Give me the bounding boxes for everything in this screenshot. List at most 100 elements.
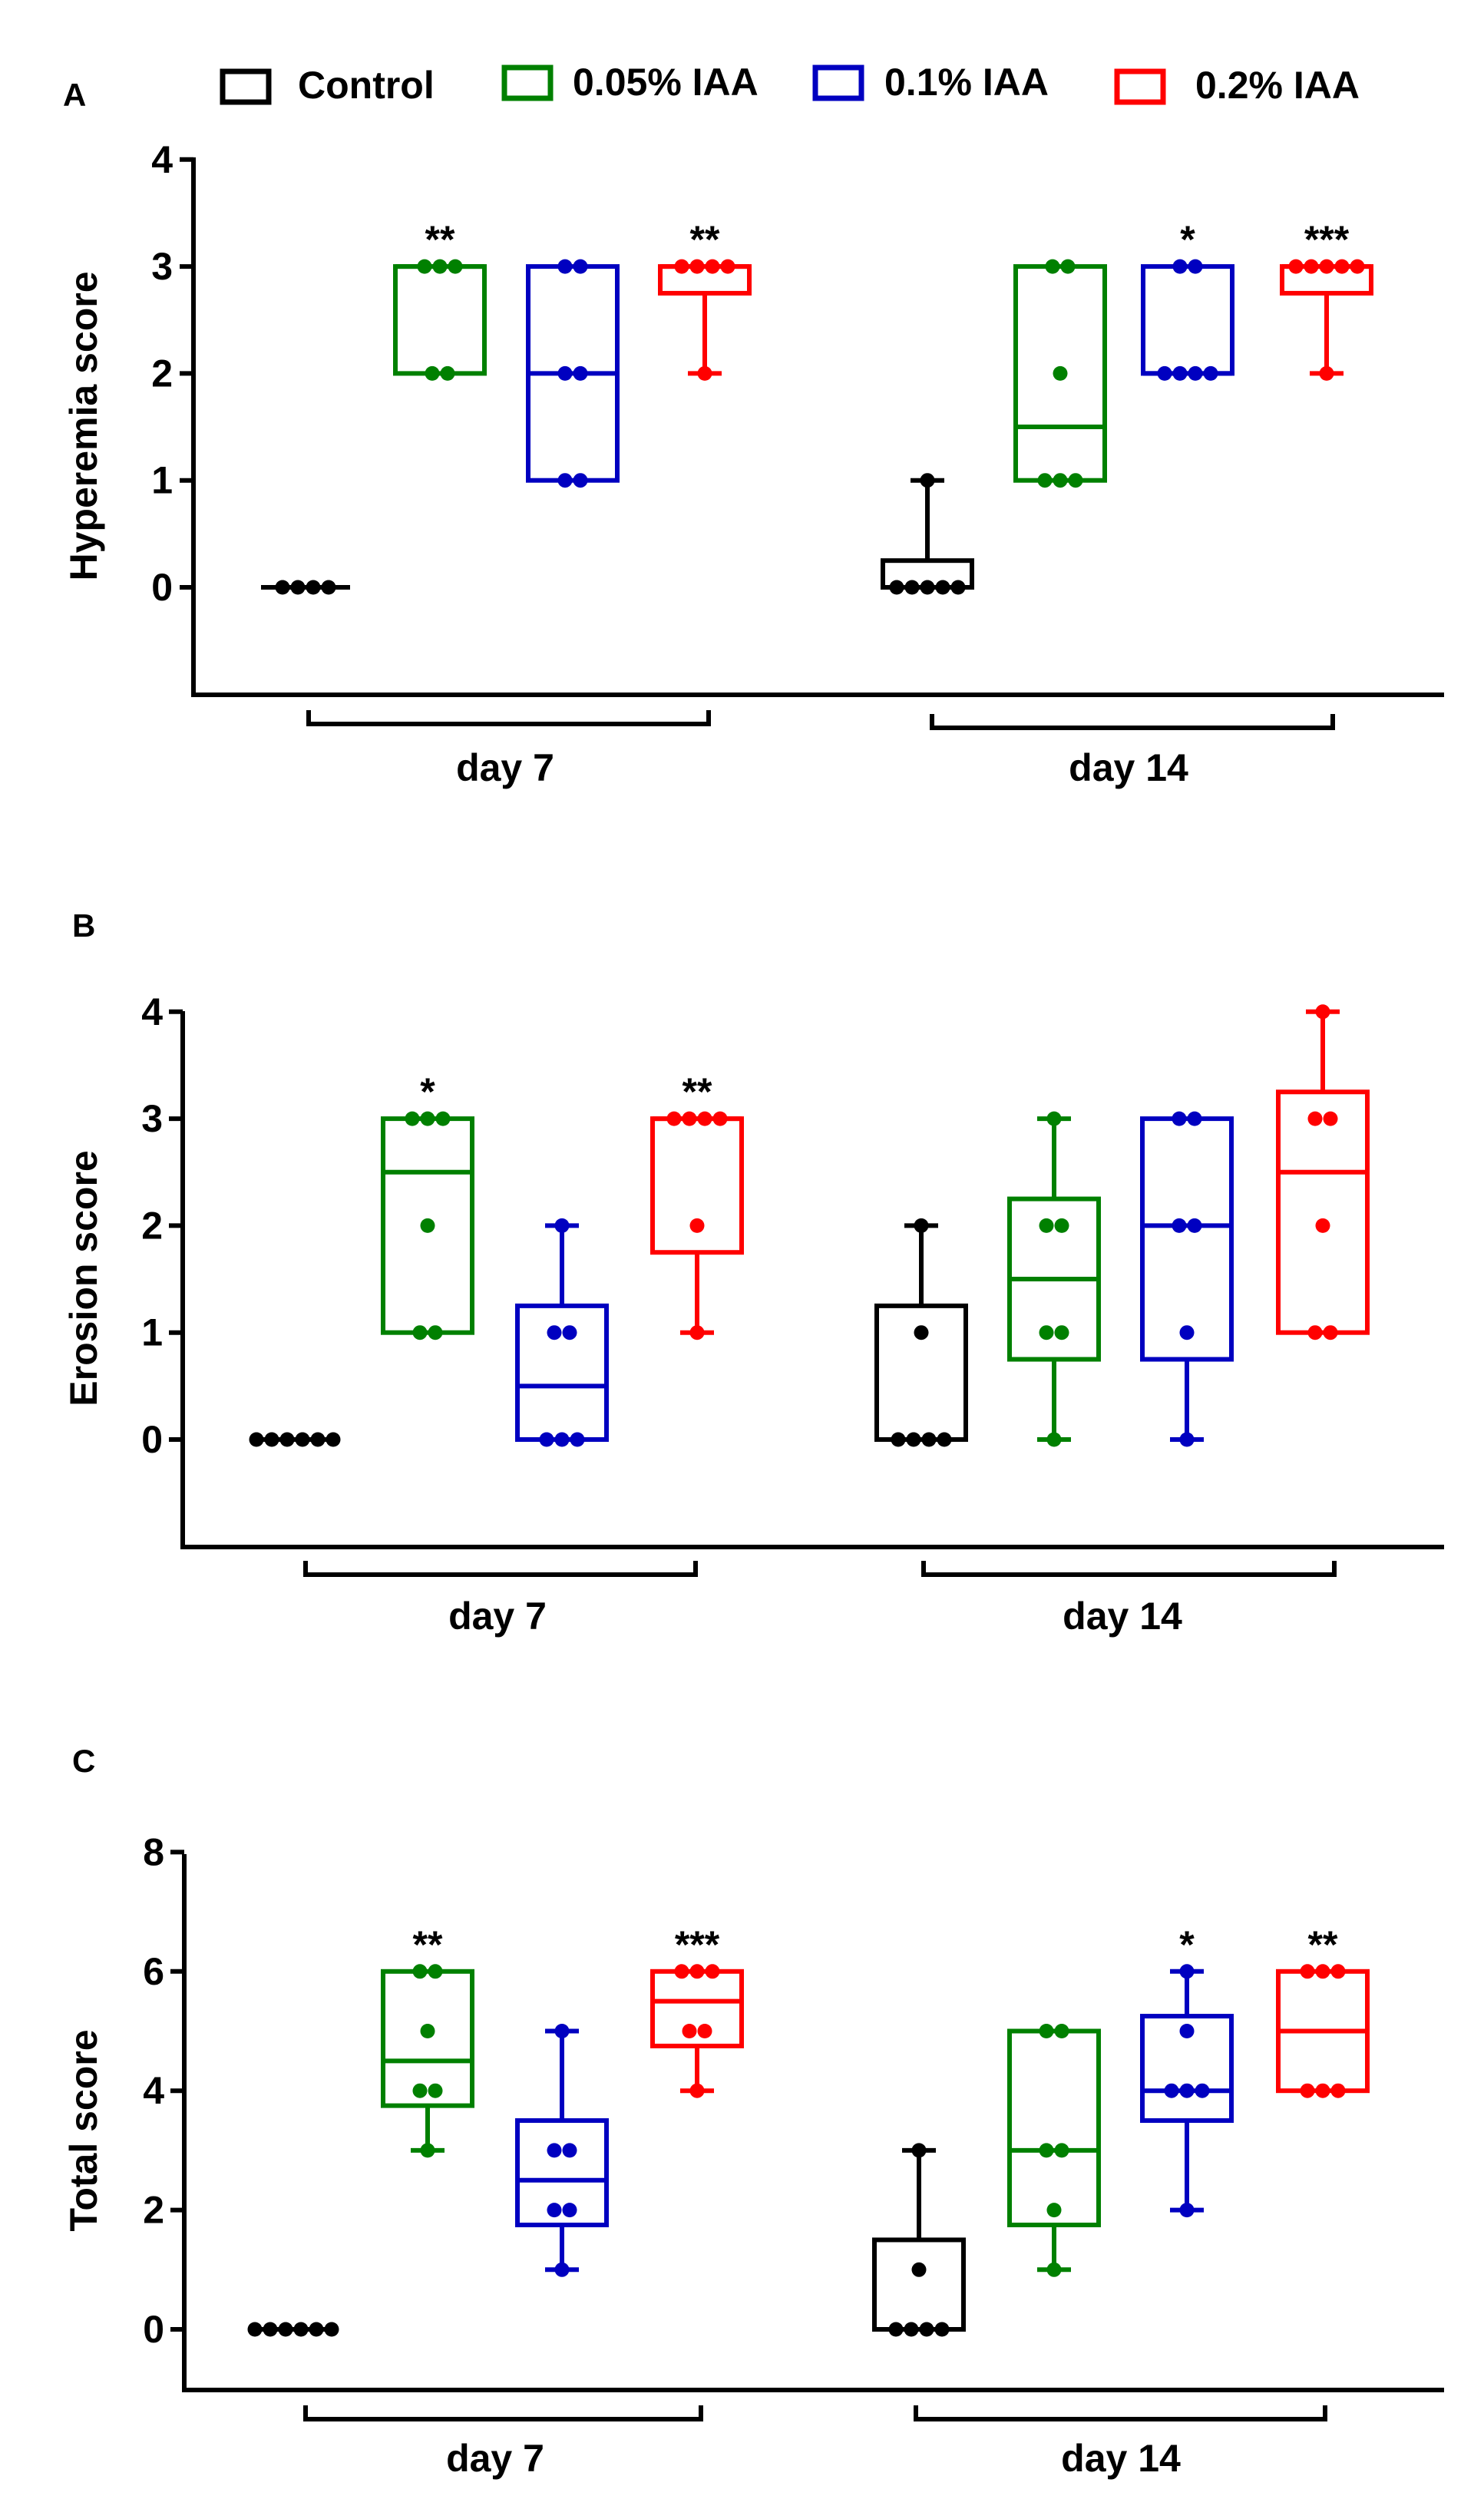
panel-b-box-day-14-0-2-iaa-iqr (1276, 1089, 1370, 1335)
panel-c-box-day-7-0-05-iaa-significance: ** (413, 1923, 443, 1966)
panel-c-box-day-14-control-point (919, 2322, 934, 2337)
panel-c-box-day-7-control-point (263, 2322, 278, 2337)
panel-b-box-day-14-0-2-iaa-point (1323, 1111, 1338, 1126)
panel-b-box-day-7-0-05-iaa-significance: * (420, 1070, 435, 1113)
panel-a-box-day-14-control-point (904, 580, 920, 595)
legend-item-005-iaa: 0.05% IAA (501, 61, 759, 104)
panel-b-box-day-7-0-2-iaa-point (682, 1111, 697, 1126)
panel-b-box-day-7-0-05-iaa-point (405, 1111, 420, 1126)
panel-a-box-day-14-control (881, 473, 974, 595)
panel-a-box-day-7-0-05-iaa-iqr (393, 264, 487, 376)
panel-b-box-day-7-0-1-iaa-point (539, 1432, 554, 1447)
panel-b-y-tick-label-0: 0 (141, 1418, 163, 1461)
panel-b-box-day-7-control-point (249, 1432, 264, 1447)
legend-item-02-iaa: 0.2% IAA (1114, 64, 1360, 107)
panel-b-box-day-14-0-2-iaa-point (1323, 1325, 1338, 1340)
panel-b-box-day-7-0-2-iaa-point (689, 1325, 705, 1340)
panel-a-box-day-14-0-1-iaa-point (1188, 365, 1203, 381)
panel-b-box-day-7-0-1-iaa-iqr (515, 1303, 609, 1442)
panel-b-box-day-7-0-2-iaa-point (666, 1111, 682, 1126)
panel-b-box-day-7-0-05-iaa: * (381, 1070, 474, 1340)
panel-b-box-day-14-0-05-iaa-point (1039, 1218, 1054, 1233)
panel-b-box-day-7-0-05-iaa-point (435, 1111, 451, 1126)
panel-a-y-tick-label-1: 1 (151, 459, 173, 502)
panel-a-box-day-7-0-1-iaa-point (557, 259, 573, 274)
panel-a-box-day-7-0-1-iaa-point (573, 259, 588, 274)
panel-b-y-ticks: 0 1 2 3 4 (141, 990, 183, 1461)
panel-c-brackets: day 7 day 14 (303, 2405, 1327, 2480)
panel-a-box-day-7-0-2-iaa-point (720, 259, 735, 274)
panel-c-y-tick-label-6: 6 (143, 1950, 164, 1993)
panel-a-box-day-7-0-2-iaa-iqr (658, 264, 752, 296)
legend-label-005-iaa: 0.05% IAA (573, 61, 759, 104)
panel-a-box-day-7-0-2-iaa-significance: ** (690, 218, 720, 261)
panel-c-box-day-14-0-2-iaa-point (1315, 2083, 1330, 2098)
panel-a-box-day-14-0-05-iaa (1013, 259, 1107, 488)
panel-a-box-day-14-0-2-iaa-point (1350, 259, 1365, 274)
legend-swatch-02-iaa (1114, 68, 1166, 105)
panel-c-box-day-14-0-05-iaa-point (1054, 2143, 1069, 2158)
panel-a-box-day-7-0-1-iaa-point (573, 473, 588, 488)
panel-a-box-day-7-0-1-iaa-point (557, 473, 573, 488)
panel-b-box-day-7-0-05-iaa-point (420, 1111, 435, 1126)
panel-c-box-day-7-0-1-iaa (515, 2024, 609, 2277)
panel-c-box-day-14-control (872, 2143, 966, 2337)
legend-item-control: Control (220, 64, 435, 107)
panel-a-box-day-14-control-point (920, 580, 935, 595)
panel-c-box-day-7-0-05-iaa-point (428, 1964, 443, 1979)
panel-b-box-day-14-control-point (937, 1432, 952, 1447)
panel-c-box-day-7-control-point (278, 2322, 293, 2337)
panel-b-brackets: day 7 day 14 (303, 1561, 1337, 1638)
panel-a-box-day-7-0-05-iaa-point (432, 259, 448, 274)
panel-c-box-day-7-0-1-iaa-point (554, 2262, 570, 2277)
panel-b-box-day-14-control-point (921, 1432, 937, 1447)
panel-b-box-day-14-0-1-iaa-iqr (1140, 1116, 1234, 1362)
panel-c-group-label-day7: day 7 (446, 2437, 544, 2480)
panel-c-box-day-14-0-1-iaa: * (1140, 1923, 1234, 2218)
panel-b-box-day-14-control-point (891, 1432, 906, 1447)
panel-a-box-day-7-control-point (321, 580, 336, 595)
panel-a-box-day-7-0-2-iaa-point (674, 259, 689, 274)
panel-b-box-day-14-0-2-iaa-point (1307, 1325, 1323, 1340)
panel-a-box-day-7-0-2-iaa: ** (658, 218, 752, 381)
panel-c-box-day-14-0-1-iaa-point (1179, 1964, 1195, 1979)
panel-a-bracket-day7 (306, 710, 711, 726)
panel-c-letter: C (72, 1743, 95, 1779)
panel-a-box-day-7-0-05-iaa-point (417, 259, 432, 274)
panel-c-box-day-7-0-2-iaa-significance: *** (675, 1923, 720, 1966)
panel-a-box-day-7-0-2-iaa-point (689, 259, 705, 274)
panel-b-box-day-7-0-1-iaa-point (570, 1432, 585, 1447)
panel-b-box-day-7-0-2-iaa-point (689, 1218, 705, 1233)
panel-c-box-day-14-0-2-iaa-point (1300, 2083, 1315, 2098)
panel-c-box-day-14-control-point (911, 2262, 927, 2277)
panel-b-box-day-14-0-1-iaa-point (1179, 1325, 1195, 1340)
panel-a-box-day-7-0-05-iaa-point (440, 365, 455, 381)
panel-b-box-day-7-control-point (279, 1432, 295, 1447)
panel-b-box-day-7-0-05-iaa-point (412, 1325, 428, 1340)
panel-c-box-day-7-control (247, 2322, 339, 2337)
panel-b-box-day-14-0-1-iaa (1140, 1111, 1234, 1447)
panel-c-box-day-7-0-2-iaa-point (682, 2024, 697, 2038)
panel-c-box-day-14-0-1-iaa-point (1179, 2203, 1195, 2218)
panel-c-box-day-7-0-1-iaa-iqr (515, 2118, 609, 2228)
panel-c-box-day-7-0-05-iaa-point (420, 2024, 435, 2038)
panel-b-box-day-14-0-1-iaa-point (1172, 1218, 1187, 1233)
panel-b-box-day-7-0-1-iaa (515, 1218, 609, 1447)
panel-b-box-day-14-control (874, 1218, 968, 1447)
panel-a-box-day-14-0-05-iaa-point (1037, 473, 1053, 488)
panel-c-box-day-7-0-05-iaa-point (412, 1964, 428, 1979)
panel-a-box-day-14-control-point (935, 580, 950, 595)
panel-b-y-tick-label-2: 2 (141, 1204, 163, 1247)
panel-a-bracket-day14 (930, 714, 1335, 730)
legend-swatch-control (220, 68, 272, 105)
legend-label-control: Control (298, 64, 435, 107)
panel-b-box-day-14-0-1-iaa-point (1179, 1432, 1195, 1447)
panel-b-ylabel: Erosion score (62, 1150, 105, 1406)
panel-b-box-day-14-0-05-iaa-point (1039, 1325, 1054, 1340)
panel-c-box-day-14-0-05-iaa-point (1046, 2203, 1062, 2218)
panel-c-box-day-14-0-2-iaa-point (1330, 2083, 1346, 2098)
panel-b-box-day-14-0-2-iaa-point (1315, 1218, 1330, 1233)
panel-a-box-day-14-0-1-iaa-point (1172, 259, 1188, 274)
panel-a-box-day-14-0-1-iaa: * (1141, 218, 1234, 381)
